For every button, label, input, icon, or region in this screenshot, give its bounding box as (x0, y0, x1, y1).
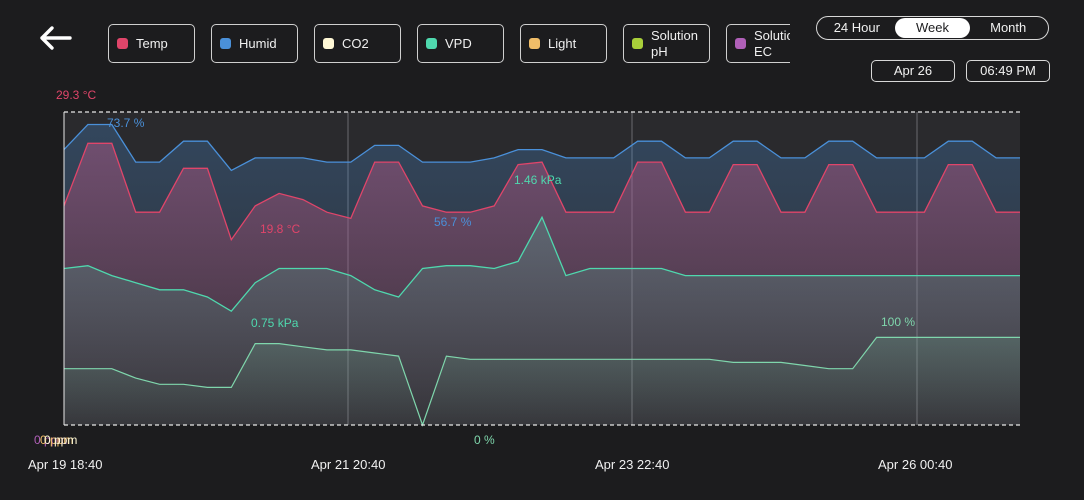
range-option-24-hour[interactable]: 24 Hour (833, 20, 880, 35)
legend-swatch (529, 38, 540, 49)
temp-min-label: 19.8 °C (260, 222, 300, 236)
temp-max-label: 29.3 °C (56, 88, 96, 102)
legend: Temp Humid CO2 VPD Light Solution pH Solution … (108, 24, 790, 65)
humid-line (63, 123, 1020, 172)
legend-item-solution-ec[interactable]: Solution EC (726, 24, 790, 63)
legend-item-vpd[interactable]: VPD (417, 24, 504, 63)
humid-min-label: 56.7 % (434, 215, 472, 229)
legend-item-co2[interactable]: CO2 (314, 24, 401, 63)
ec-max-label: 100 % (881, 315, 915, 329)
x-tick-label: Apr 23 22:40 (595, 457, 670, 472)
arrow-left-icon (40, 26, 72, 50)
legend-label: Solution EC (754, 27, 790, 59)
legend-label: VPD (445, 35, 472, 51)
legend-swatch (323, 38, 334, 49)
vpd-min-label: 0.75 kPa (251, 316, 299, 330)
legend-swatch (426, 38, 437, 49)
range-option-month[interactable]: Month (990, 20, 1027, 35)
legend-label: CO2 (342, 35, 369, 51)
temp-line (63, 142, 1020, 242)
vpd-line (63, 215, 1020, 313)
ec-line (64, 336, 1020, 427)
x-tick-label: Apr 21 20:40 (311, 457, 386, 472)
zero-label-overlap-3: 0 ppm (44, 433, 77, 447)
legend-item-light[interactable]: Light (520, 24, 607, 63)
legend-item-solution-ph[interactable]: Solution pH (623, 24, 710, 63)
legend-label: Temp (136, 35, 168, 51)
zero-label-overlap-1: 0 ppm (34, 433, 67, 447)
legend-label: Solution pH (651, 27, 698, 59)
legend-label: Light (548, 35, 577, 51)
back-button[interactable] (36, 22, 76, 54)
legend-swatch (632, 38, 643, 49)
legend-item-temp[interactable]: Temp (108, 24, 195, 63)
x-tick-label: Apr 26 00:40 (878, 457, 953, 472)
zero-label-overlap-2: 0 ppm (40, 433, 73, 447)
range-option-week[interactable]: Week (894, 18, 971, 38)
ec-min-label: 0 % (474, 433, 495, 447)
legend-swatch (735, 38, 746, 49)
time-picker[interactable]: 06:49 PM (966, 60, 1050, 82)
legend-label: Humid (239, 35, 277, 51)
legend-item-humid[interactable]: Humid (211, 24, 298, 63)
legend-swatch (220, 38, 231, 49)
legend-swatch (117, 38, 128, 49)
x-tick-label: Apr 19 18:40 (28, 457, 103, 472)
range-toggle: 24 Hour Week Month (816, 16, 1049, 40)
date-picker[interactable]: Apr 26 (871, 60, 955, 82)
humid-max-label: 73.7 % (107, 116, 145, 130)
ec-area (64, 337, 1020, 425)
vpd-max-label: 1.46 kPa (514, 173, 562, 187)
